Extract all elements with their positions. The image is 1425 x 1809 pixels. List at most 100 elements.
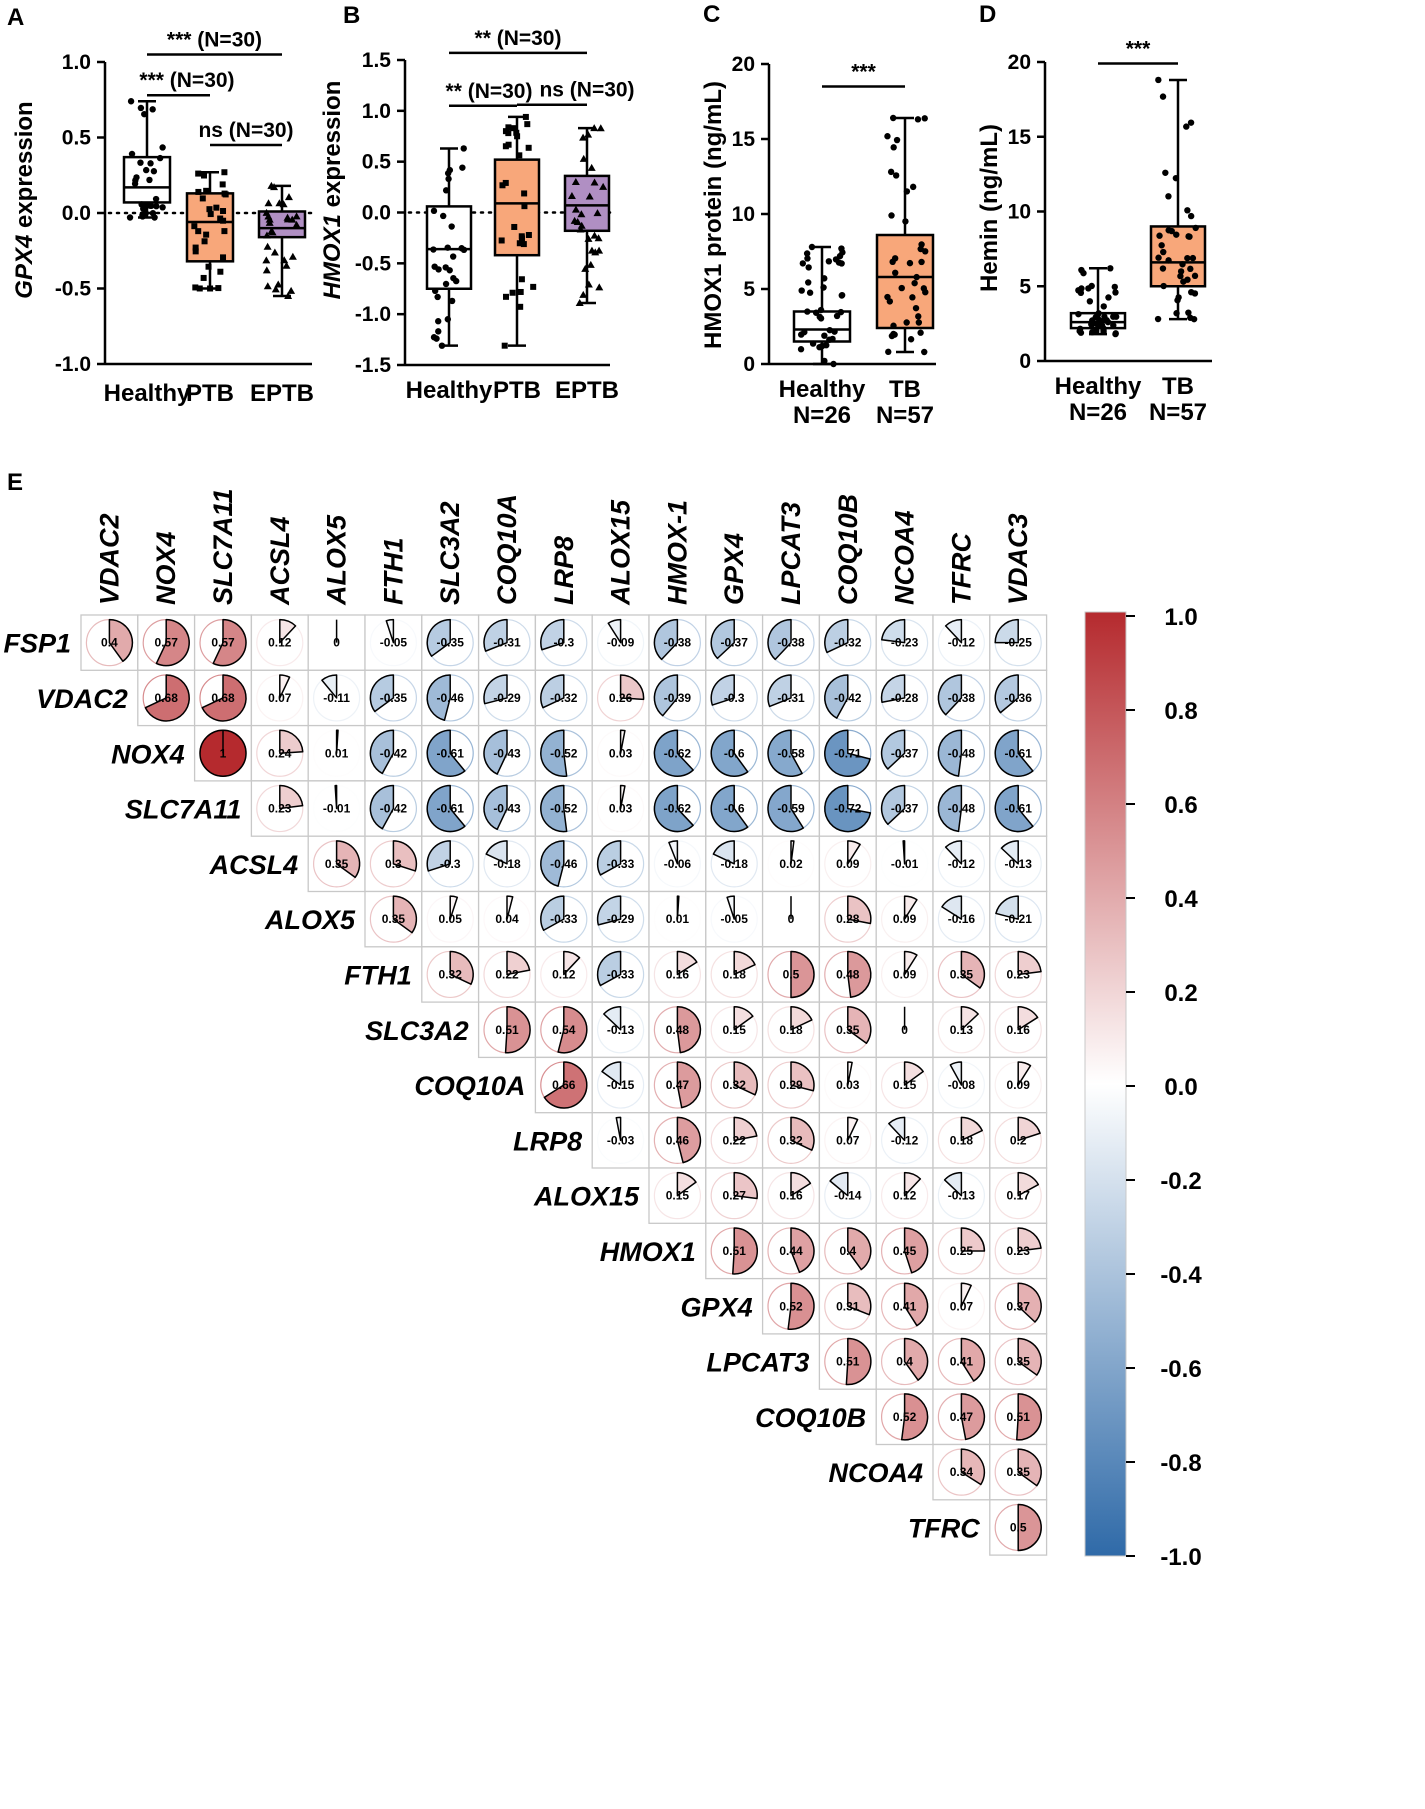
- data-point: [1086, 298, 1094, 305]
- correlation-value: -0.18: [493, 857, 521, 871]
- heatmap-cell: 0.16: [761, 1167, 821, 1224]
- correlation-value: -0.35: [437, 636, 465, 650]
- correlation-value: 0.25: [950, 1244, 974, 1258]
- heatmap-cell: -0.72: [818, 780, 877, 837]
- data-point: [203, 231, 210, 238]
- correlation-pie: [949, 1061, 963, 1086]
- data-point: [459, 164, 466, 171]
- panel-c-box-plot: C 20 15 10 5 0 HMOX1 protein (ng/mL) HealthyN=2…: [700, 1, 936, 429]
- heatmap-cell: -0.18: [705, 835, 764, 893]
- correlation-pie: [426, 618, 451, 657]
- heatmap-cell: 0.17: [989, 1167, 1048, 1224]
- correlation-pie: [847, 1116, 859, 1142]
- correlation-value: -0.58: [777, 746, 805, 760]
- correlation-pie: [483, 784, 508, 831]
- correlation-value: -0.37: [721, 636, 749, 650]
- data-point: [263, 242, 272, 250]
- correlation-value: 0.03: [836, 1078, 860, 1092]
- correlation-value: -0.52: [550, 746, 578, 760]
- heatmap-cell: 0.13: [932, 1001, 991, 1059]
- correlation-pie: [619, 784, 626, 810]
- correlation-pie: [540, 895, 565, 931]
- heatmap-cell: -0.3: [534, 614, 593, 671]
- correlation-value: -0.08: [948, 1078, 976, 1092]
- x-tick-label: TB: [889, 376, 921, 403]
- correlation-pie: [485, 840, 508, 865]
- colorbar-tick-label: 1.0: [1164, 604, 1197, 631]
- correlation-value: -0.38: [948, 691, 976, 705]
- panel-label: A: [7, 4, 24, 31]
- correlation-value: 0.5: [1010, 1520, 1027, 1534]
- data-point: [816, 313, 823, 321]
- heatmap-cell: -0.59: [761, 780, 821, 837]
- data-point: [435, 266, 442, 273]
- heatmap-cell: -0.29: [591, 890, 650, 948]
- heatmap-cell: 0.04: [477, 890, 537, 948]
- heatmap-cell: -0.12: [932, 835, 991, 893]
- data-point: [502, 143, 509, 150]
- correlation-value: -0.32: [834, 636, 862, 650]
- heatmap-cell: -0.38: [761, 614, 821, 671]
- correlation-pie: [790, 950, 815, 999]
- correlation-value: 0.46: [666, 1133, 690, 1147]
- heatmap-cell: -0.15: [591, 1056, 650, 1114]
- correlation-pie: [392, 840, 418, 872]
- correlation-value: -0.62: [664, 746, 692, 760]
- correlation-value: -0.11: [323, 691, 350, 705]
- heatmap-cell: -0.09: [591, 614, 650, 671]
- correlation-value: -0.61: [1005, 802, 1033, 816]
- data-point: [159, 204, 166, 211]
- row-label: FSP1: [3, 629, 71, 659]
- data-point: [141, 110, 148, 118]
- correlation-pie: [767, 784, 805, 833]
- correlation-value: 0.23: [1007, 1244, 1031, 1258]
- column-label: NCOA4: [890, 510, 920, 605]
- correlation-value: -0.12: [948, 857, 976, 871]
- colorbar-tick-label: 0.0: [1164, 1074, 1197, 1101]
- data-point: [1077, 329, 1085, 336]
- column-label: VDAC2: [94, 513, 124, 605]
- data-point: [1173, 310, 1180, 317]
- correlation-pie: [155, 618, 190, 667]
- heatmap-cell: -0.05: [364, 614, 423, 671]
- heatmap-cell: 0.35: [989, 1443, 1048, 1501]
- data-point: [513, 129, 520, 136]
- correlation-value: 0.47: [950, 1410, 974, 1424]
- data-point: [898, 284, 905, 292]
- heatmap-cell: 0.45: [875, 1222, 934, 1280]
- correlation-pie: [960, 1006, 979, 1031]
- row-label: ALOX15: [533, 1182, 640, 1212]
- column-label: ACSL4: [265, 516, 295, 606]
- heatmap-cell: 0.12: [875, 1167, 934, 1224]
- correlation-value: 0.15: [666, 1189, 690, 1203]
- heatmap-cell: 0.15: [648, 1167, 707, 1224]
- correlation-pie: [385, 618, 395, 644]
- correlation-pie: [1017, 1337, 1042, 1376]
- x-tick-n-label: N=26: [1069, 399, 1127, 426]
- data-point: [596, 124, 605, 132]
- data-point: [885, 348, 892, 356]
- correlation-value: 0.22: [723, 1133, 747, 1147]
- data-point: [1154, 315, 1162, 323]
- correlation-value: 0.03: [609, 746, 633, 760]
- data-point: [525, 231, 532, 238]
- correlation-pie: [483, 674, 508, 705]
- data-point: [452, 277, 460, 285]
- column-label: GPX4: [719, 533, 749, 605]
- correlation-pie: [994, 784, 1034, 833]
- x-tick-label: Healthy: [104, 380, 191, 407]
- correlation-pie: [653, 618, 679, 661]
- data-point: [806, 289, 814, 296]
- correlation-pie: [607, 618, 622, 644]
- data-point: [1101, 313, 1108, 320]
- heatmap-cell: 0.68: [193, 669, 253, 727]
- correlation-value: -0.39: [664, 691, 692, 705]
- colorbar-tick-label: 0.2: [1164, 980, 1197, 1007]
- correlation-pie: [767, 674, 792, 708]
- correlation-pie: [937, 784, 963, 833]
- data-point: [911, 279, 918, 287]
- data-point: [1187, 314, 1194, 321]
- data-point: [262, 266, 271, 274]
- data-point: [1185, 233, 1192, 240]
- correlation-pie: [449, 950, 474, 985]
